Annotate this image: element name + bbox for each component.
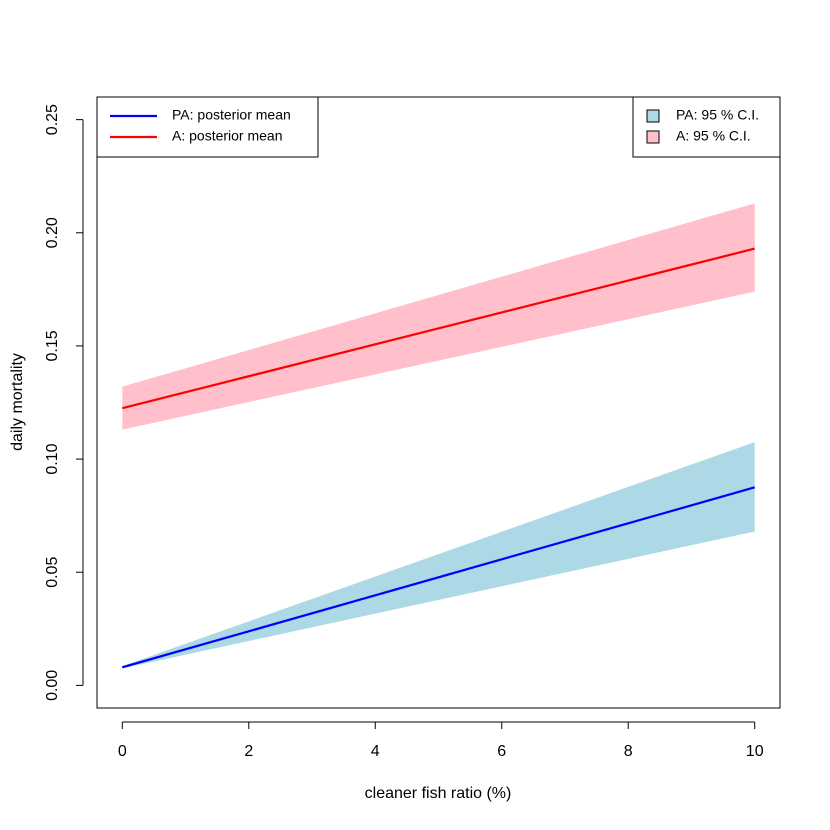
y-tick-label: 0.05 [44,557,61,588]
plot-frame [96,96,781,709]
legend-label: A: posterior mean [172,128,283,144]
legend-frame [632,96,781,158]
x-tick-label: 8 [624,743,633,760]
x-tick-label: 10 [746,743,764,760]
ci-band [122,203,755,430]
legend-label: PA: posterior mean [172,107,291,123]
y-tick-label: 0.25 [44,104,61,135]
x-tick-label: 6 [497,743,506,760]
ci-band [122,442,755,669]
x-tick-label: 4 [371,743,380,760]
y-tick-label: 0.10 [44,443,61,474]
legend-label: PA: 95 % C.I. [676,107,759,123]
y-tick-label: 0.00 [44,670,61,701]
mean-line [121,486,756,669]
y-tick-label: 0.15 [44,330,61,361]
legend-label: A: 95 % C.I. [676,128,751,144]
x-tick-label: 0 [118,743,127,760]
y-axis-label: daily mortality [9,353,26,451]
mean-line [122,247,755,410]
y-tick-label: 0.20 [44,217,61,248]
legend-swatch [646,109,660,123]
legend: PA: posterior mean A: posterior mean [96,96,319,158]
legend: PA: 95 % C.I. A: 95 % C.I. [632,96,781,158]
legend-frame [96,96,319,158]
x-tick-label: 2 [244,743,253,760]
x-axis-label: cleaner fish ratio (%) [365,785,512,802]
legend-swatch [646,130,660,144]
